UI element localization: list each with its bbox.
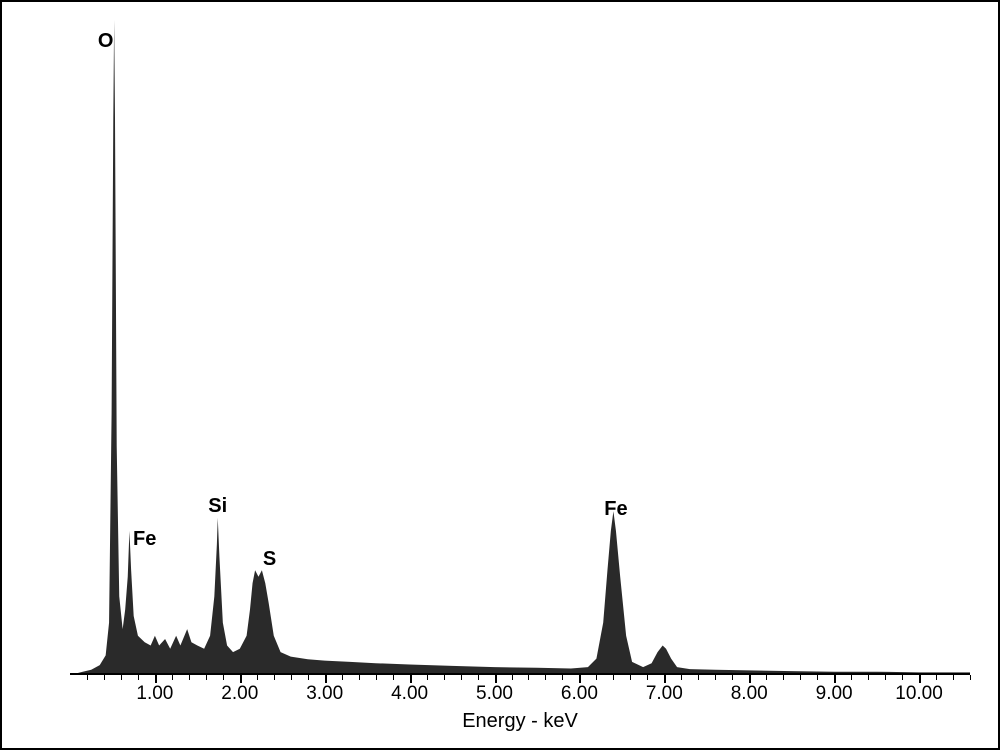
x-minor-tick: [817, 675, 818, 680]
x-minor-tick: [868, 675, 869, 680]
x-minor-tick: [308, 675, 309, 680]
x-minor-tick: [783, 675, 784, 680]
x-minor-tick: [528, 675, 529, 680]
x-minor-tick: [936, 675, 937, 680]
x-minor-tick: [851, 675, 852, 680]
x-minor-tick: [121, 675, 122, 680]
x-tick: [749, 675, 751, 683]
x-minor-tick: [104, 675, 105, 680]
x-minor-tick: [613, 675, 614, 680]
x-tick: [919, 675, 921, 683]
x-minor-tick: [342, 675, 343, 680]
x-minor-tick: [172, 675, 173, 680]
peak-label-fe: Fe: [133, 528, 156, 551]
x-tick-label: 10.00: [895, 683, 943, 705]
x-minor-tick: [512, 675, 513, 680]
x-minor-tick: [478, 675, 479, 680]
x-minor-tick: [596, 675, 597, 680]
x-minor-tick: [647, 675, 648, 680]
x-tick: [410, 675, 412, 683]
x-minor-tick: [545, 675, 546, 680]
x-minor-tick: [970, 675, 971, 680]
x-tick: [495, 675, 497, 683]
x-tick-label: 1.00: [136, 683, 173, 705]
peak-label-si: Si: [208, 495, 227, 518]
x-minor-tick: [902, 675, 903, 680]
x-tick-label: 2.00: [221, 683, 258, 705]
x-tick-label: 5.00: [476, 683, 513, 705]
x-tick-label: 4.00: [391, 683, 428, 705]
x-minor-tick: [562, 675, 563, 680]
x-tick: [240, 675, 242, 683]
x-minor-tick: [427, 675, 428, 680]
x-tick-label: 9.00: [816, 683, 853, 705]
x-minor-tick: [732, 675, 733, 680]
peak-label-o: O: [98, 30, 114, 53]
x-minor-tick: [359, 675, 360, 680]
x-minor-tick: [87, 675, 88, 680]
x-minor-tick: [953, 675, 954, 680]
x-tick-label: 3.00: [306, 683, 343, 705]
x-minor-tick: [138, 675, 139, 680]
peak-label-s: S: [263, 548, 276, 571]
x-minor-tick: [630, 675, 631, 680]
x-minor-tick: [461, 675, 462, 680]
x-tick-label: 6.00: [561, 683, 598, 705]
x-minor-tick: [444, 675, 445, 680]
x-tick: [155, 675, 157, 683]
plot-area: 1.002.003.004.005.006.007.008.009.0010.0…: [70, 20, 970, 675]
x-axis-label: Energy - keV: [462, 710, 578, 733]
spectrum-trace: [70, 20, 970, 675]
eds-spectrum-chart: 1.00 2.00 3.00 4.00 5.00 6.00 7.00 8.00 9.00 10.0…: [35, 5, 995, 745]
x-minor-tick: [885, 675, 886, 680]
x-minor-tick: [274, 675, 275, 680]
x-tick: [579, 675, 581, 683]
x-minor-tick: [393, 675, 394, 680]
x-minor-tick: [257, 675, 258, 680]
peak-label-fe: Fe: [604, 498, 627, 521]
x-minor-tick: [376, 675, 377, 680]
x-minor-tick: [223, 675, 224, 680]
x-minor-tick: [206, 675, 207, 680]
x-tick: [664, 675, 666, 683]
x-minor-tick: [291, 675, 292, 680]
x-minor-tick: [681, 675, 682, 680]
x-minor-tick: [766, 675, 767, 680]
x-minor-tick: [189, 675, 190, 680]
x-minor-tick: [715, 675, 716, 680]
x-minor-tick: [800, 675, 801, 680]
x-tick: [834, 675, 836, 683]
x-tick: [325, 675, 327, 683]
x-minor-tick: [698, 675, 699, 680]
x-tick-label: 7.00: [646, 683, 683, 705]
x-tick-label: 8.00: [731, 683, 768, 705]
